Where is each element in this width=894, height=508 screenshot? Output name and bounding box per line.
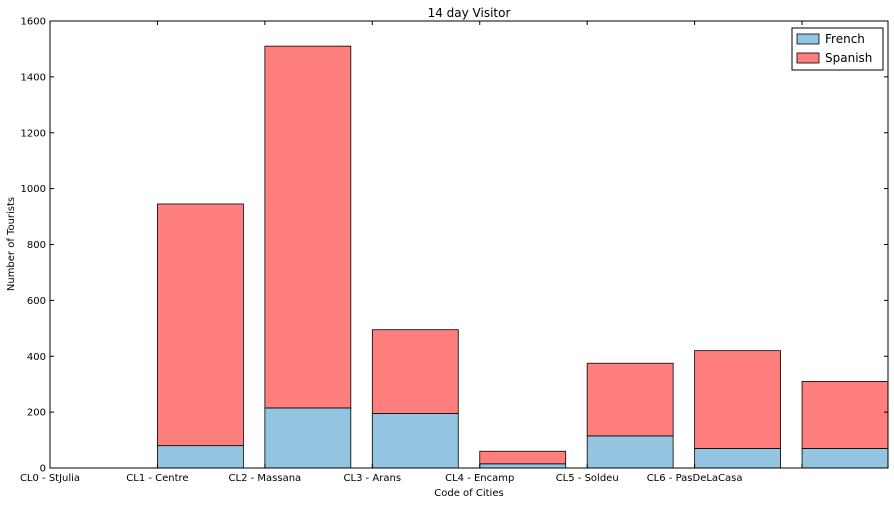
x-tick-label: CL0 - StJulia <box>20 473 80 484</box>
y-tick-label: 400 <box>27 352 46 363</box>
y-tick-label: 1000 <box>21 184 46 195</box>
legend-swatch-french <box>796 33 820 45</box>
y-tick-label: 1200 <box>21 128 46 139</box>
y-tick-label: 800 <box>27 240 46 251</box>
x-tick-label: CL2 - Massana <box>229 473 302 484</box>
bar-french-6 <box>694 448 781 469</box>
bar-spanish-2 <box>264 45 352 409</box>
bar-spanish-6 <box>694 350 781 449</box>
x-tick-label: CL4 - Encamp <box>445 473 514 484</box>
y-tick-label: 200 <box>27 408 46 419</box>
bars-layer <box>157 45 889 469</box>
bar-spanish-4 <box>479 450 567 465</box>
y-axis-label: Number of Tourists <box>6 197 17 291</box>
legend-label-spanish: Spanish <box>825 51 872 65</box>
bar-spanish-7 <box>801 380 889 449</box>
bar-french-7 <box>801 448 889 469</box>
x-tick-label: CL5 - Soldeu <box>556 473 619 484</box>
x-tick-label: CL6 - PasDeLaCasa <box>647 473 743 484</box>
y-tick-label: 1600 <box>21 17 46 28</box>
y-tick-label: 1400 <box>21 72 46 83</box>
bar-french-2 <box>264 407 352 469</box>
bar-spanish-3 <box>371 329 459 414</box>
x-tick-label: CL1 - Centre <box>126 473 188 484</box>
legend-label-french: French <box>825 32 865 46</box>
y-tick-label: 600 <box>27 296 46 307</box>
legend-swatch-spanish <box>796 52 820 64</box>
bar-french-5 <box>586 435 674 469</box>
plot-frame <box>49 20 889 469</box>
bar-french-1 <box>157 445 244 469</box>
bar-spanish-5 <box>586 362 674 437</box>
legend: French Spanish <box>791 27 884 71</box>
chart-title: 14 day Visitor <box>428 6 511 20</box>
y-tick-label: 0 <box>40 464 46 475</box>
x-tick-label: CL3 - Arans <box>344 473 402 484</box>
bar-spanish-1 <box>157 203 244 447</box>
x-axis-label: Code of Cities <box>434 488 503 499</box>
bar-french-4 <box>479 463 567 469</box>
bar-french-3 <box>371 413 459 469</box>
